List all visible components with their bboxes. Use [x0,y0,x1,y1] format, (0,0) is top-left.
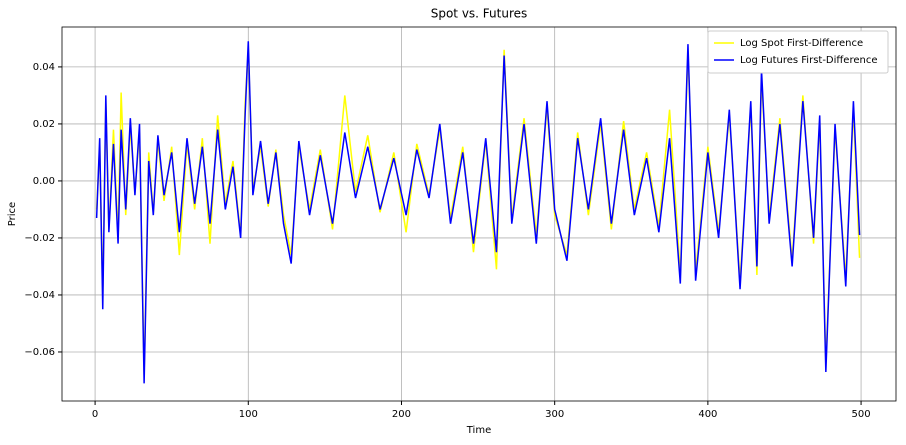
series-line [95,41,861,384]
y-tick-label: 0.02 [33,119,55,130]
x-tick-label: 400 [698,409,717,420]
x-axis-label: Time [466,425,491,436]
x-tick-label: 0 [92,409,98,420]
x-tick-label: 500 [852,409,871,420]
y-axis-label: Price [7,202,18,226]
legend-label: Log Futures First-Difference [740,55,877,66]
x-tick-label: 100 [239,409,258,420]
x-tick-label: 200 [392,409,411,420]
y-tick-label: −0.06 [24,347,55,358]
plot-frame [61,26,897,402]
y-tick-label: 0.00 [33,176,55,187]
x-tick-label: 300 [545,409,564,420]
y-tick-label: 0.04 [33,62,55,73]
y-tick-label: −0.04 [24,290,55,301]
y-tick-label: −0.02 [24,233,55,244]
legend: Log Spot First-Difference Log Futures Fir… [707,30,889,74]
legend-box [707,30,889,74]
chart-title: Spot vs. Futures [431,7,528,21]
legend-label: Log Spot First-Difference [740,38,863,49]
